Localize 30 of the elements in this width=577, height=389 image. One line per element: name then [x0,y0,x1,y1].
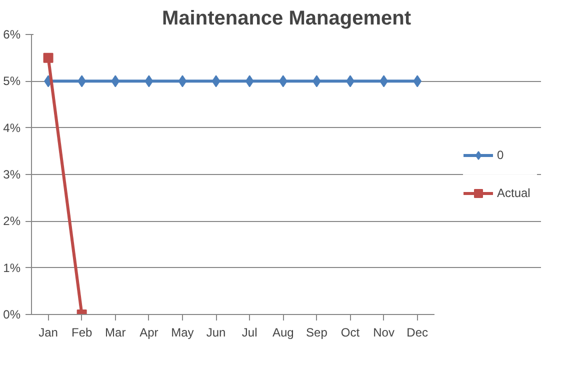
x-tick-label: Dec [406,326,428,340]
point [413,75,422,88]
y-tick-label: 2% [3,214,21,228]
x-tick-label: Mar [105,326,126,340]
point [212,75,220,88]
y-tick-label: 3% [3,168,21,182]
y-tick-label: 0% [3,308,21,322]
x-tick-label: Oct [340,326,360,340]
legend-label: Actual [497,186,532,200]
point [144,75,154,88]
y-tick-label: 6% [3,28,21,42]
x-tick-label: Feb [71,326,92,340]
point [43,52,54,63]
x-tick-label: Jul [242,326,258,340]
point [245,75,254,88]
point [278,75,288,88]
legend-label: 0 [497,148,505,162]
y-tick-label: 5% [3,74,21,88]
x-tick-label: Aug [272,326,294,340]
y-tick-label: 4% [3,120,21,135]
chart-title: Maintenance Management [162,8,412,30]
point [111,75,120,88]
x-tick-label: Jan [38,326,58,340]
x-tick-label: Nov [373,326,394,340]
x-tick-label: Apr [140,326,158,340]
x-tick-label: Sep [306,326,328,340]
y-tick-label: 1% [3,260,21,275]
x-tick-label: May [171,326,194,340]
x-tick-label: Jun [206,326,226,340]
point [178,75,187,88]
